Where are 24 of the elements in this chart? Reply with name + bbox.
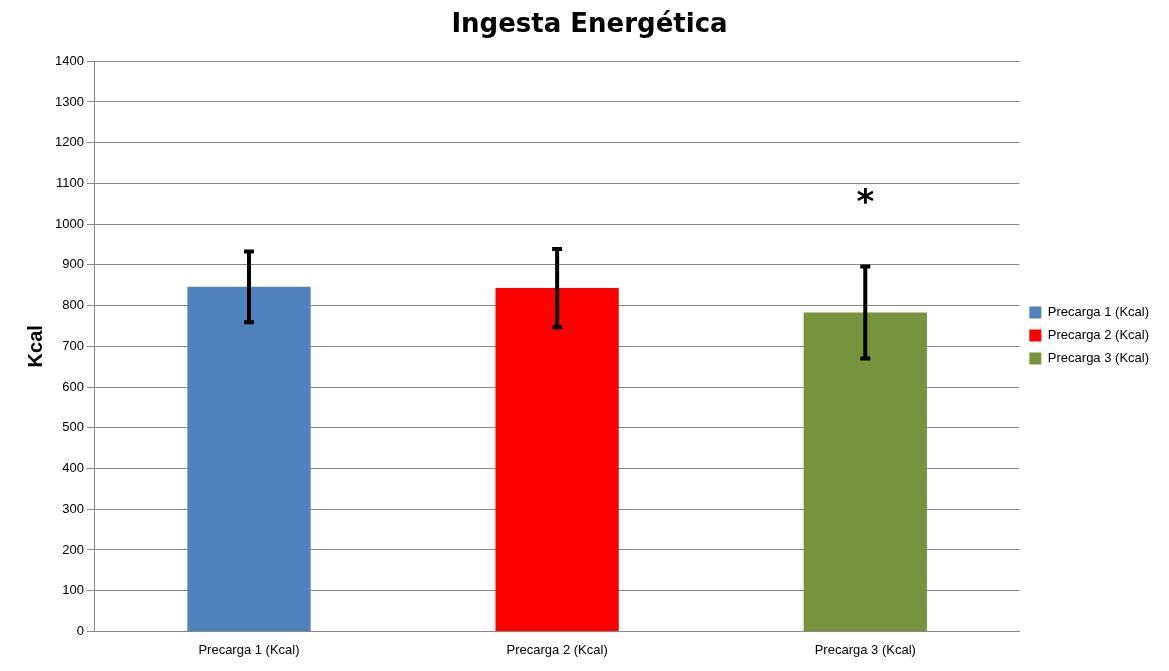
y-tick-label: 1200 — [55, 134, 84, 150]
chart-title: Ingesta Energética — [451, 8, 728, 39]
y-tick-label: 1400 — [55, 52, 84, 68]
y-tick-label: 1000 — [55, 215, 84, 231]
y-tick-label: 100 — [62, 582, 84, 598]
legend-label: Precarga 3 (Kcal) — [1047, 350, 1150, 366]
x-tick-label: Precarga 3 (Kcal) — [814, 641, 916, 657]
annotation: * — [856, 181, 875, 222]
y-tick-label: 1100 — [55, 174, 84, 190]
y-tick-label: 400 — [62, 460, 84, 476]
legend-label: Precarga 1 (Kcal) — [1047, 304, 1150, 320]
y-tick-label: 200 — [62, 541, 84, 557]
y-tick-label: 800 — [62, 297, 84, 313]
y-tick-label: 1300 — [55, 93, 84, 109]
y-tick-label: 300 — [62, 500, 84, 516]
y-axis-title: Kcal — [23, 325, 46, 368]
legend-label: Precarga 2 (Kcal) — [1047, 327, 1150, 343]
y-tick-label: 600 — [62, 378, 84, 394]
y-tick-label: 900 — [62, 256, 84, 272]
x-tick-label: Precarga 1 (Kcal) — [198, 641, 300, 657]
y-tick-label: 0 — [76, 622, 84, 638]
y-tick-label: 700 — [62, 337, 84, 353]
y-tick-label: 500 — [62, 419, 84, 435]
x-tick-label: Precarga 2 (Kcal) — [506, 641, 608, 657]
